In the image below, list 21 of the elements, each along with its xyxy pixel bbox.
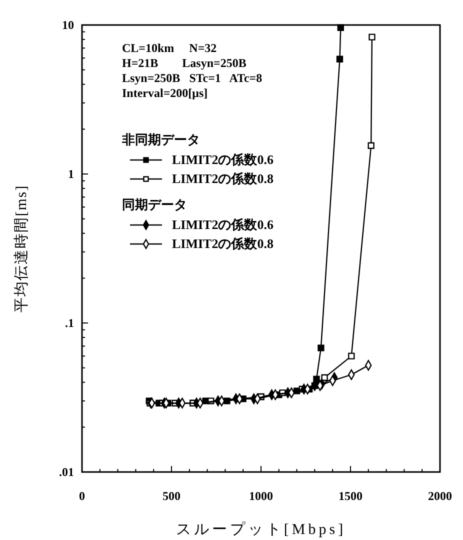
x-tick-label: 1000 bbox=[249, 489, 273, 503]
legend-label: LIMIT2の係数0.8 bbox=[172, 236, 274, 251]
x-axis-title: スループット[Mbps] bbox=[176, 521, 346, 538]
x-tick-label: 0 bbox=[79, 489, 85, 503]
x-tick-label: 500 bbox=[162, 489, 180, 503]
legend-label: LIMIT2の係数0.6 bbox=[172, 217, 274, 232]
annotation: Lsyn=250B STc=1 ATc=8 bbox=[122, 71, 262, 85]
legend-label: LIMIT2の係数0.6 bbox=[172, 152, 274, 167]
y-tick-label: 1 bbox=[68, 167, 74, 181]
legend-label: LIMIT2の係数0.8 bbox=[172, 171, 274, 186]
x-tick-label: 1500 bbox=[338, 489, 362, 503]
x-tick-label: 2000 bbox=[428, 489, 452, 503]
annotation: 同期データ bbox=[122, 197, 187, 212]
y-tick-label: .1 bbox=[65, 316, 74, 330]
annotation: CL=10km N=32 bbox=[122, 41, 217, 55]
annotation: Interval=200[μs] bbox=[122, 86, 208, 100]
y-tick-label: .01 bbox=[59, 465, 74, 479]
y-axis-title: 平均伝達時間[ms] bbox=[13, 184, 30, 312]
annotation: 非同期データ bbox=[121, 132, 200, 147]
y-tick-label: 10 bbox=[62, 18, 74, 32]
annotation: H=21B Lasyn=250B bbox=[122, 56, 246, 70]
